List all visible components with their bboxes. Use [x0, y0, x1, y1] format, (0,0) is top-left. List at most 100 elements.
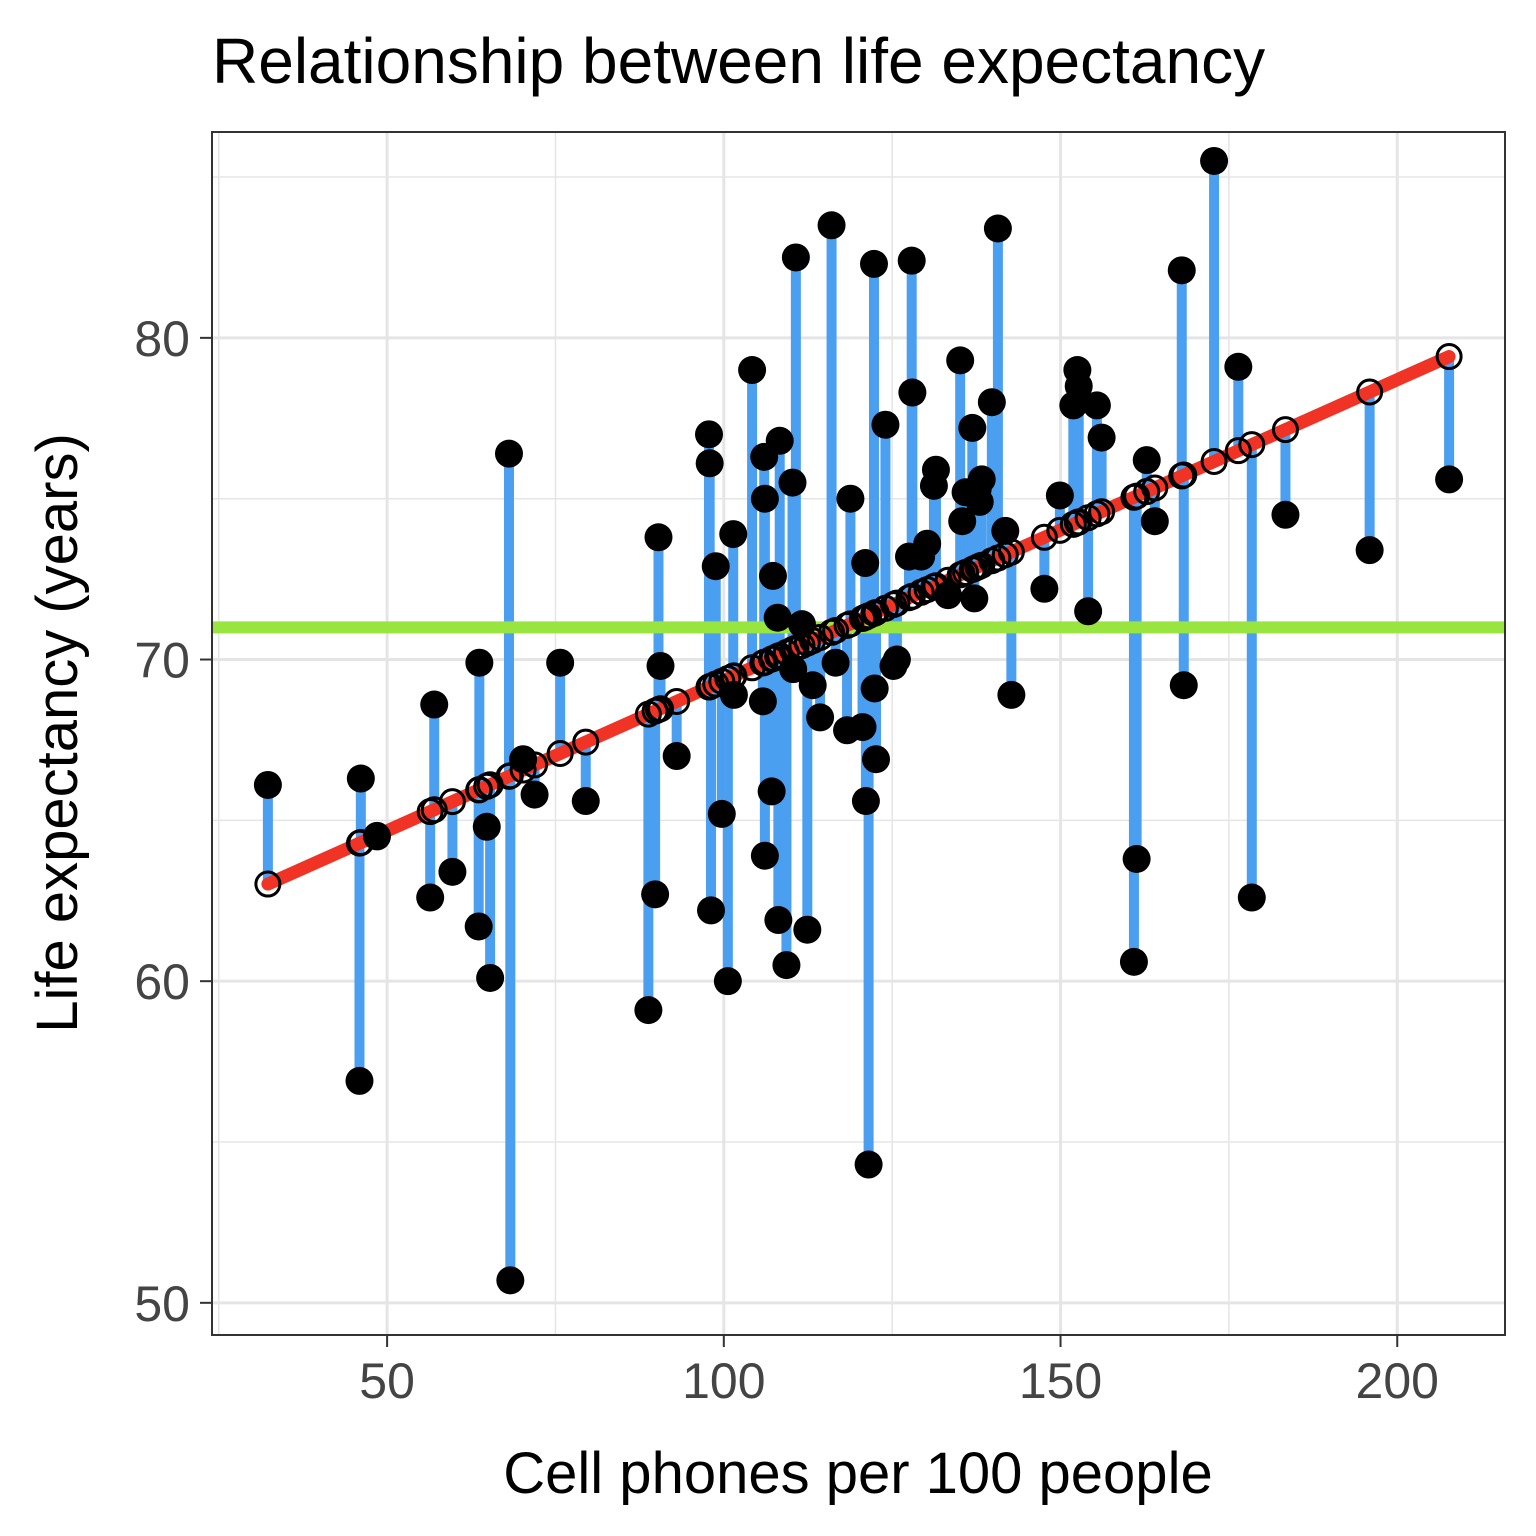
data-point — [977, 388, 1006, 417]
data-point — [719, 520, 748, 549]
data-point — [438, 857, 467, 886]
data-point — [997, 680, 1026, 709]
data-point — [1045, 481, 1074, 510]
fitted-points — [254, 343, 1463, 898]
data-point — [946, 346, 975, 375]
data-point — [882, 645, 911, 674]
data-point — [695, 449, 724, 478]
data-point — [1087, 423, 1116, 452]
data-point — [897, 246, 926, 275]
data-point — [960, 584, 989, 613]
data-point — [958, 413, 987, 442]
data-point — [913, 529, 942, 558]
fitted-point — [883, 589, 911, 617]
data-point — [362, 822, 391, 851]
data-point — [496, 1266, 525, 1295]
fitted-point — [1238, 431, 1266, 459]
data-point — [854, 1150, 883, 1179]
data-point — [713, 967, 742, 996]
data-point — [821, 648, 850, 677]
data-point — [1064, 372, 1093, 401]
data-point — [967, 465, 996, 494]
data-point — [472, 812, 501, 841]
fitted-point — [1088, 498, 1116, 526]
data-point — [851, 787, 880, 816]
data-point — [764, 906, 793, 935]
data-point — [934, 581, 963, 610]
chart-title: Relationship between life expectancy — [212, 25, 1266, 97]
data-point — [571, 787, 600, 816]
data-point — [1167, 256, 1196, 285]
data-point — [750, 484, 779, 513]
fitted-point — [438, 788, 466, 816]
major-gridlines — [212, 132, 1505, 1335]
data-point — [719, 680, 748, 709]
data-point — [464, 912, 493, 941]
data-point — [634, 996, 663, 1025]
data-point — [253, 770, 282, 799]
data-point — [1355, 536, 1384, 565]
panel-border — [211, 131, 1506, 1336]
data-point — [520, 780, 549, 809]
data-point — [965, 487, 994, 516]
fitted-point — [420, 796, 448, 824]
data-points — [253, 146, 1464, 1295]
fitted-point — [1141, 474, 1169, 502]
data-point — [948, 507, 977, 536]
data-point — [509, 745, 538, 774]
data-point — [817, 211, 846, 240]
data-point — [1122, 844, 1151, 873]
data-point — [694, 420, 723, 449]
x-tick-label: 200 — [1356, 1353, 1439, 1409]
data-point — [1200, 146, 1229, 175]
data-point — [662, 742, 691, 771]
data-point — [860, 674, 889, 703]
data-point — [494, 439, 523, 468]
data-point — [1132, 446, 1161, 475]
data-point — [701, 552, 730, 581]
data-point — [748, 687, 777, 716]
fitted-point — [1224, 437, 1252, 465]
data-point — [765, 426, 794, 455]
data-point — [546, 648, 575, 677]
data-point — [697, 896, 726, 925]
y-tick-label: 80 — [134, 311, 190, 367]
data-point — [1140, 507, 1169, 536]
x-axis-title: Cell phones per 100 people — [503, 1441, 1212, 1506]
y-axis-title: Life expectancy (years) — [25, 433, 90, 1033]
data-point — [1169, 671, 1198, 700]
x-axis-ticks: 50 100 150 200 — [359, 1335, 1439, 1409]
data-point — [779, 655, 808, 684]
y-tick-label: 60 — [134, 954, 190, 1010]
data-point — [1271, 500, 1300, 529]
data-point — [1074, 597, 1103, 626]
data-point — [738, 356, 767, 385]
data-point — [862, 745, 891, 774]
fitted-point — [1435, 343, 1463, 371]
data-point — [836, 484, 865, 513]
data-point — [798, 671, 827, 700]
x-tick-label: 150 — [1019, 1353, 1102, 1409]
fitted-point — [572, 728, 600, 756]
data-point — [781, 243, 810, 272]
x-tick-label: 100 — [682, 1353, 765, 1409]
data-point — [871, 410, 900, 439]
fitted-point — [836, 610, 864, 638]
fitted-point — [1200, 447, 1228, 475]
data-point — [983, 214, 1012, 243]
data-point — [1224, 352, 1253, 381]
fitted-point — [663, 687, 691, 715]
data-point — [787, 610, 816, 639]
data-point — [1237, 883, 1266, 912]
data-point — [346, 764, 375, 793]
data-point — [848, 713, 877, 742]
data-point — [793, 915, 822, 944]
data-point — [644, 523, 673, 552]
fitted-point — [254, 870, 282, 898]
data-point — [758, 561, 787, 590]
data-point — [991, 516, 1020, 545]
data-point — [707, 799, 736, 828]
data-point — [859, 249, 888, 278]
data-point — [806, 703, 835, 732]
